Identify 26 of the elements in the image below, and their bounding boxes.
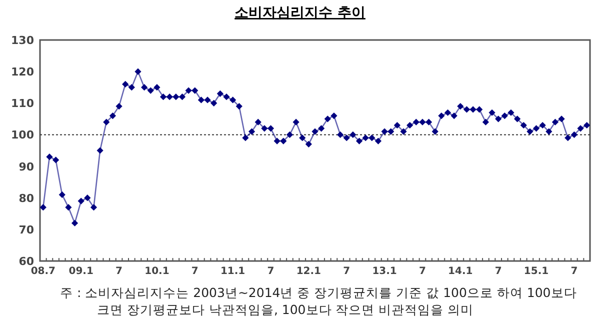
y-tick-label: 110: [11, 97, 34, 110]
x-tick-label: 08.7: [30, 266, 56, 277]
x-tick-label: 09.1: [68, 266, 94, 277]
x-tick-label: 7: [343, 266, 350, 277]
x-tick-label: 7: [418, 266, 426, 277]
x-tick-label: 7: [494, 266, 502, 277]
y-tick-label: 70: [18, 223, 34, 236]
text: 크면 장기평균보다 낙관적임을, 100보다 작으면 비관적임을 의미: [97, 302, 474, 317]
x-tick-label: 10.1: [144, 266, 170, 277]
y-tick-label: 60: [18, 255, 34, 268]
x-tick-label: 7: [570, 266, 578, 277]
y-tick-label: 90: [18, 160, 34, 174]
x-tick-label: 7: [267, 266, 274, 277]
x-tick-label: 7: [116, 266, 123, 277]
x-tick-label: 15.1: [524, 266, 549, 277]
y-tick-label: 130: [11, 34, 34, 47]
y-tick-label: 100: [11, 128, 34, 142]
x-tick-label: 7: [191, 266, 198, 277]
x-tick-label: 13.1: [372, 266, 397, 277]
x-tick-label: 12.1: [296, 266, 322, 277]
text: 주 : 소비자심리지수는 2003년~2014년 중 장기평균치를 기준 값 100으로 하여 100보다: [60, 285, 577, 300]
x-tick-label: 11.1: [220, 266, 246, 277]
x-tick-label: 14.1: [448, 266, 473, 277]
y-tick-label: 120: [11, 66, 34, 79]
chart-title: 소비자심리지수 추이: [234, 5, 366, 21]
y-tick-label: 80: [18, 192, 34, 205]
